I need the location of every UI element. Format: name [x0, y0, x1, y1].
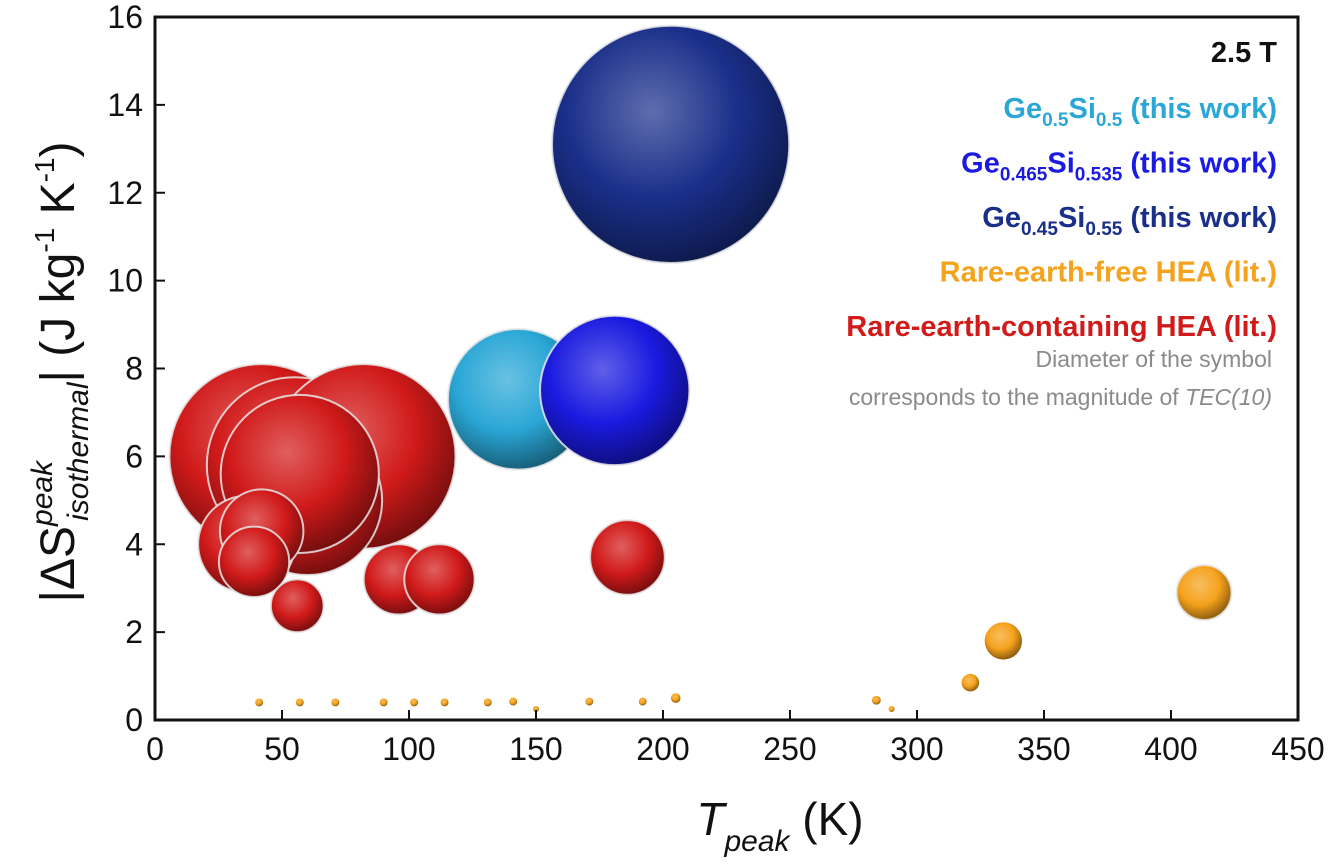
y-tick-label: 16: [107, 0, 143, 35]
axes-layer: 0 50 100 150 200 250 300 350 400 450 0 2 4 6 8 10 12 14 16: [107, 0, 1324, 767]
data-point: [509, 697, 518, 706]
y-label-part: -1: [29, 228, 60, 253]
axis-labels: Tpeak (K)|ΔSpeak isothermal| (J kg-1 K-1): [26, 142, 864, 858]
y-tick-label: 4: [125, 526, 143, 562]
y-tick-label: 8: [125, 351, 143, 387]
x-tick-label: 450: [1271, 731, 1324, 767]
data-point: [217, 525, 291, 598]
legend-text-part: 0.5: [1042, 110, 1069, 131]
y-tick-label: 10: [107, 263, 143, 299]
legend-note-text: corresponds to the magnitude of: [849, 384, 1185, 410]
data-point: [1175, 564, 1233, 622]
y-label-part: peak: [26, 459, 59, 527]
legend-text-part: (this work): [1122, 148, 1277, 180]
legend-note-italic: TEC(10): [1185, 384, 1272, 410]
legend-text-part: Si: [1058, 202, 1085, 234]
x-tick-label: 0: [146, 731, 164, 767]
legend-note-line1: Diameter of the symbol: [1036, 346, 1272, 372]
legend-text-part: Si: [1069, 93, 1096, 125]
y-tick-label: 2: [125, 614, 143, 650]
y-label-part: K: [32, 182, 85, 227]
data-point: [638, 697, 647, 706]
data-point: [871, 695, 881, 705]
legend-text-part: Ge: [982, 202, 1021, 234]
series-ge0-465si0-535-this-work-: [539, 314, 691, 467]
series-rare-earth-free-hea-lit-: [255, 564, 1233, 713]
legend-text-part: 0.535: [1075, 165, 1123, 186]
x-tick-label: 400: [1144, 731, 1197, 767]
data-point: [585, 697, 594, 706]
data-point: [269, 578, 325, 634]
legend-entry-gesi_0465: Ge0.465Si0.535 (this work): [961, 148, 1277, 186]
x-tick-label: 350: [1017, 731, 1070, 767]
legend-text-part: Ge: [1003, 93, 1042, 125]
y-label-part: ): [32, 142, 85, 158]
data-point: [331, 698, 340, 707]
legend-entry-gesi_05: Ge0.5Si0.5 (this work): [1003, 93, 1277, 131]
x-axis-label: Tpeak (K): [696, 793, 863, 858]
field-label: 2.5 T: [1211, 37, 1277, 69]
y-axis-label: |ΔSpeak isothermal| (J kg-1 K-1): [26, 142, 95, 603]
legend-text-part: Rare-earth-free HEA (lit.): [940, 257, 1277, 289]
data-point: [984, 622, 1023, 660]
data-point: [961, 673, 980, 692]
data-point: [410, 698, 419, 707]
y-tick-label: 0: [125, 702, 143, 738]
legend-text-part: 0.5: [1096, 110, 1123, 131]
x-tick-label: 300: [890, 731, 943, 767]
data-point: [379, 698, 388, 707]
y-label-part: (J kg: [32, 253, 85, 370]
data-point: [539, 314, 691, 467]
legend-text-part: (this work): [1122, 93, 1277, 125]
data-point: [670, 693, 681, 703]
data-point: [589, 519, 666, 596]
data-point: [295, 698, 304, 707]
x-tick-label: 100: [382, 731, 435, 767]
y-label-part: |: [32, 370, 85, 382]
data-point: [533, 706, 539, 713]
x-tick-label: 50: [264, 731, 300, 767]
data-point: [888, 706, 895, 713]
bubbles-layer: [168, 24, 1233, 713]
legend-entry-re_containing: Rare-earth-containing HEA (lit.): [846, 311, 1277, 343]
data-point: [403, 543, 476, 616]
data-point: [483, 698, 492, 707]
x-tick-label: 250: [763, 731, 816, 767]
legend-text-part: Si: [1047, 148, 1074, 180]
data-point: [255, 698, 264, 707]
y-tick-label: 12: [107, 175, 143, 211]
x-label-unit: (K): [790, 793, 864, 845]
y-tick-label: 6: [125, 438, 143, 474]
series-ge0-45si0-55-this-work-: [550, 24, 791, 265]
y-tick-label: 14: [107, 87, 143, 123]
legend-text-part: (this work): [1122, 202, 1277, 234]
legend-text-part: 0.465: [1000, 165, 1048, 186]
y-label-part: |ΔS: [32, 526, 85, 603]
data-point: [550, 24, 791, 265]
legend-text-part: 0.55: [1085, 219, 1122, 240]
legend-entry-re_free: Rare-earth-free HEA (lit.): [940, 257, 1277, 289]
legend-text-part: Ge: [961, 148, 1000, 180]
legend-text-part: Rare-earth-containing HEA (lit.): [846, 311, 1277, 343]
x-label-main: T: [696, 793, 727, 845]
y-label-part: isothermal: [62, 381, 95, 521]
series-rare-earth-containing-hea-lit-: [168, 363, 666, 634]
legend-note-line2: corresponds to the magnitude of TEC(10): [849, 384, 1272, 410]
x-tick-label: 200: [636, 731, 689, 767]
x-tick-label: 150: [509, 731, 562, 767]
y-label-part: -1: [29, 157, 60, 182]
data-point: [440, 698, 449, 707]
legend-entry-gesi_045: Ge0.45Si0.55 (this work): [982, 202, 1277, 240]
x-label-sub: peak: [723, 825, 791, 858]
legend-text-part: 0.45: [1021, 219, 1058, 240]
